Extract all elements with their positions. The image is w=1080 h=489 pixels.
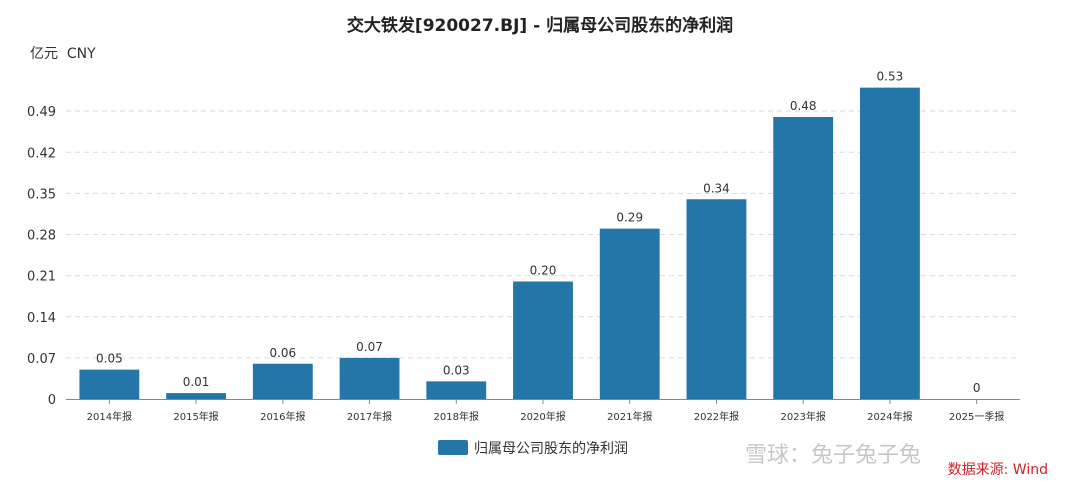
data-labels: 0.05 0.01 0.06 0.07 0.03 0.20 0.29 0.34 0.48 0.53… [96, 70, 980, 395]
bar [426, 381, 487, 399]
legend[interactable]: 归属母公司股东的净利润 [438, 440, 628, 457]
bar [686, 199, 747, 399]
data-label: 0.01 [183, 375, 210, 389]
bar [166, 393, 227, 399]
legend-swatch [438, 440, 468, 455]
data-label: 0.29 [616, 211, 643, 225]
watermark-text: 雪球：兔子兔子兔 [745, 443, 921, 468]
x-tick-label: 2020年报 [520, 410, 565, 423]
x-tick-label: 2018年报 [434, 410, 479, 423]
x-tick-label: 2024年报 [867, 410, 912, 423]
x-tick-label: 2014年报 [87, 410, 132, 423]
data-label: 0.07 [356, 340, 383, 354]
bar [513, 281, 573, 399]
bar [79, 369, 140, 399]
data-label: 0.20 [530, 264, 557, 278]
y-tick-label: 0.35 [27, 187, 56, 202]
y-tick-label: 0.07 [27, 352, 56, 367]
data-label: 0 [973, 381, 981, 395]
y-tick-label: 0 [48, 393, 56, 408]
y-tick-label: 0.14 [27, 311, 56, 326]
y-axis-unit-label: 亿元 CNY [30, 46, 96, 62]
y-tick-label: 0.49 [27, 105, 56, 120]
y-tick-label: 0.42 [27, 146, 56, 161]
x-tick-label: 2022年报 [694, 410, 739, 423]
data-label: 0.03 [443, 363, 470, 377]
x-tick-label: 2023年报 [780, 410, 825, 423]
y-tick-label: 0.28 [27, 229, 56, 244]
bar [773, 117, 834, 399]
data-label: 0.48 [790, 99, 817, 113]
legend-label: 归属母公司股东的净利润 [474, 440, 628, 457]
bar [252, 363, 313, 399]
y-tick-label: 0.21 [27, 270, 56, 285]
x-tick-label: 2025一季报 [949, 410, 1004, 423]
data-label: 0.53 [877, 70, 904, 84]
data-label: 0.05 [96, 352, 123, 366]
bar [859, 87, 920, 399]
data-label: 0.06 [269, 346, 296, 360]
x-tick-label: 2017年报 [347, 410, 392, 423]
x-tick-label: 2021年报 [607, 410, 652, 423]
x-axis-ticks: 2014年报 2015年报 2016年报 2017年报 2018年报 2020年报 2021… [87, 399, 1004, 423]
x-tick-label: 2015年报 [173, 410, 218, 423]
x-tick-label: 2016年报 [260, 410, 305, 423]
chart-title: 交大铁发[920027.BJ] - 归属母公司股东的净利润 [347, 15, 733, 36]
bar [599, 228, 660, 399]
data-label: 0.34 [703, 181, 730, 195]
bar [339, 357, 400, 399]
bars [79, 87, 920, 399]
data-source-label: 数据来源: Wind [948, 462, 1048, 478]
y-axis-ticks: 0 0.07 0.14 0.21 0.28 0.35 0.42 0.49 [27, 105, 56, 408]
